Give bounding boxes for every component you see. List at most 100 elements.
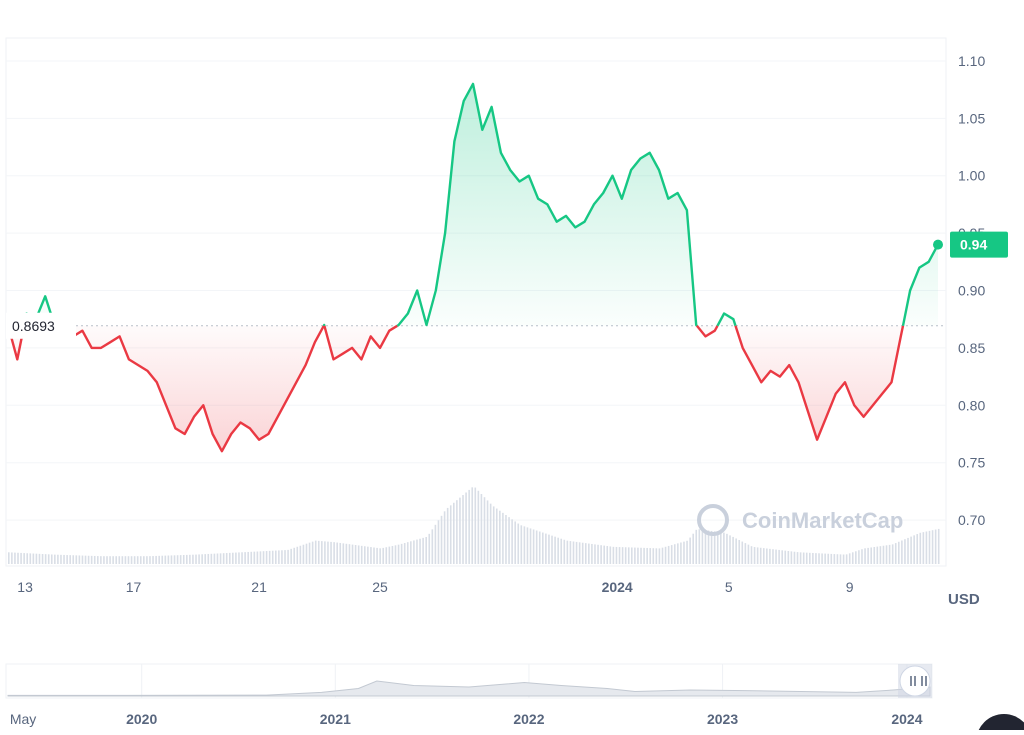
volume-bar bbox=[628, 547, 630, 564]
volume-bar bbox=[656, 548, 658, 564]
volume-bar bbox=[385, 547, 387, 564]
volume-bar bbox=[103, 556, 105, 564]
volume-bar bbox=[278, 550, 280, 564]
volume-bar bbox=[640, 548, 642, 564]
volume-bar bbox=[502, 513, 504, 564]
volume-bar bbox=[82, 556, 84, 564]
current-price-value: 0.94 bbox=[960, 237, 987, 253]
volume-bar bbox=[778, 550, 780, 564]
volume-bar bbox=[54, 555, 56, 564]
volume-bar bbox=[432, 529, 434, 564]
volume-bar bbox=[290, 549, 292, 564]
volume-bar bbox=[352, 545, 354, 564]
volume-bar bbox=[576, 542, 578, 564]
volume-bar bbox=[407, 542, 409, 564]
volume-bar bbox=[570, 541, 572, 564]
volume-bar bbox=[594, 544, 596, 564]
volume-bar bbox=[910, 537, 912, 564]
volume-bar bbox=[125, 556, 127, 564]
volume-bar bbox=[781, 550, 783, 564]
volume-bar bbox=[898, 542, 900, 564]
volume-bar bbox=[94, 556, 96, 564]
volume-bar bbox=[508, 517, 510, 564]
current-price-badge: 0.94 bbox=[933, 232, 1008, 258]
volume-bar bbox=[652, 548, 654, 564]
volume-bar bbox=[806, 553, 808, 564]
volume-bar bbox=[880, 546, 882, 564]
volume-bar bbox=[180, 555, 182, 564]
volume-bar bbox=[754, 547, 756, 564]
volume-bar bbox=[257, 551, 259, 564]
volume-bar bbox=[229, 553, 231, 564]
volume-bar bbox=[738, 540, 740, 564]
navigator-label: 2023 bbox=[707, 711, 738, 727]
volume-bar bbox=[100, 556, 102, 564]
volume-bar bbox=[830, 554, 832, 564]
navigator-handle[interactable] bbox=[900, 666, 930, 696]
volume-bar bbox=[260, 551, 262, 564]
volume-bar bbox=[306, 544, 308, 564]
volume-bar bbox=[471, 487, 473, 564]
volume-bar bbox=[152, 556, 154, 564]
volume-bar bbox=[63, 555, 65, 564]
volume-bar bbox=[453, 503, 455, 564]
volume-bar bbox=[413, 540, 415, 564]
volume-bar bbox=[327, 542, 329, 564]
volume-bar bbox=[263, 551, 265, 564]
volume-bar bbox=[158, 556, 160, 564]
volume-bar bbox=[244, 552, 246, 564]
volume-bar bbox=[422, 538, 424, 564]
x-tick-label: 21 bbox=[251, 579, 267, 595]
volume-bar bbox=[214, 554, 216, 564]
volume-bar bbox=[346, 544, 348, 564]
volume-bar bbox=[631, 547, 633, 564]
volume-bar bbox=[195, 555, 197, 564]
volume-bar bbox=[815, 553, 817, 564]
volume-bar bbox=[140, 556, 142, 564]
volume-bar bbox=[886, 545, 888, 564]
volume-bar bbox=[554, 537, 556, 564]
volume-bar bbox=[60, 555, 62, 564]
floating-action-icon[interactable] bbox=[976, 714, 1024, 730]
volume-bar bbox=[877, 547, 879, 564]
volume-bar bbox=[610, 546, 612, 564]
volume-bar bbox=[929, 531, 931, 564]
volume-bar bbox=[809, 553, 811, 564]
volume-bar bbox=[797, 552, 799, 564]
volume-bar bbox=[683, 542, 685, 564]
volume-bar bbox=[112, 556, 114, 564]
volume-bar bbox=[465, 492, 467, 564]
volume-bar bbox=[51, 554, 53, 564]
volume-bar bbox=[370, 547, 372, 564]
volume-bar bbox=[548, 535, 550, 564]
volume-bar bbox=[450, 505, 452, 564]
volume-bar bbox=[85, 556, 87, 564]
volume-bar bbox=[275, 551, 277, 564]
volume-bar bbox=[478, 491, 480, 564]
volume-bar bbox=[17, 553, 19, 564]
volume-bar bbox=[505, 515, 507, 564]
navigator-label: 2024 bbox=[891, 711, 922, 727]
volume-bar bbox=[536, 530, 538, 564]
volume-bar bbox=[254, 552, 256, 564]
x-tick-label: 25 bbox=[372, 579, 388, 595]
volume-bar bbox=[355, 545, 357, 564]
volume-bar bbox=[398, 545, 400, 564]
volume-bar bbox=[76, 555, 78, 564]
volume-bar bbox=[128, 556, 130, 564]
volume-bar bbox=[723, 533, 725, 564]
price-line-up bbox=[324, 325, 325, 326]
volume-bar bbox=[438, 520, 440, 564]
volume-bar bbox=[79, 555, 81, 564]
volume-bar bbox=[395, 545, 397, 564]
volume-bar bbox=[913, 535, 915, 564]
volume-bar bbox=[109, 556, 111, 564]
y-tick-label: 1.10 bbox=[958, 53, 985, 69]
volume-bar bbox=[745, 543, 747, 564]
volume-bar bbox=[668, 546, 670, 564]
x-tick-label: 17 bbox=[126, 579, 142, 595]
volume-bar bbox=[788, 551, 790, 564]
